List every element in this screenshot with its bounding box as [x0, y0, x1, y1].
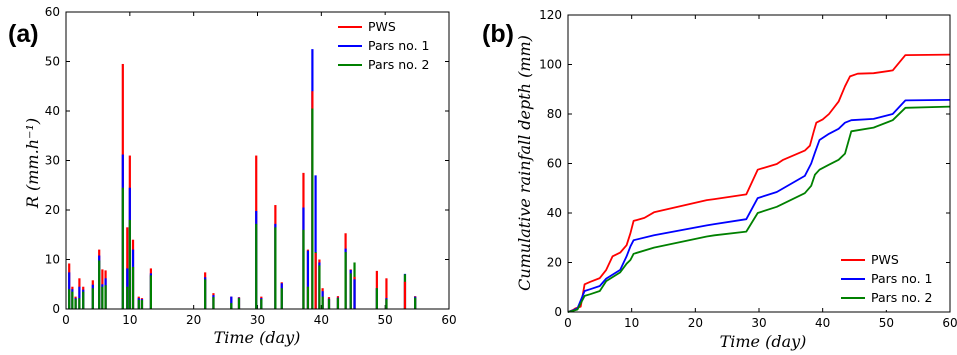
panel-a-ytick-label: 0 — [52, 302, 60, 316]
bar — [149, 275, 152, 309]
panel-b-legend-label: PWS — [871, 252, 899, 267]
bar — [74, 299, 77, 309]
panel-b-xtick-label: 50 — [879, 316, 894, 330]
panel-a-plot: 0 10 20 30 40 50 60 0 10 20 30 40 50 60 PWS Pars no. 1 P… — [45, 5, 457, 327]
panel-a-xtick-label: 30 — [250, 313, 265, 327]
panel-b-frame — [567, 14, 951, 313]
bar — [78, 298, 81, 309]
bar — [314, 253, 317, 309]
bar — [71, 291, 74, 309]
bar — [255, 223, 258, 309]
bar — [321, 296, 324, 309]
bar — [327, 299, 331, 309]
panel-a-xtick-label: 50 — [378, 313, 393, 327]
bar — [140, 300, 144, 309]
panel-b-ytick-label: 60 — [547, 157, 562, 171]
panel-a-xtick-label: 40 — [314, 313, 329, 327]
bar — [336, 298, 340, 309]
panel-a-ytick-label: 40 — [45, 104, 60, 118]
panel-a-xtick-label: 10 — [122, 313, 137, 327]
bar — [385, 299, 388, 309]
panel-b-xtick-label: 40 — [815, 316, 830, 330]
series-line — [567, 105, 951, 313]
panel-a-frame — [65, 11, 450, 310]
bar — [344, 252, 347, 309]
panel-a-xtick-label: 0 — [62, 313, 70, 327]
bar — [104, 285, 107, 309]
panel-a-xtick-label: 60 — [441, 313, 456, 327]
bar — [126, 286, 129, 309]
bar — [280, 288, 283, 309]
panel-a-label: (a) — [8, 20, 39, 48]
panel-b-xlabel: Time (day) — [720, 332, 807, 351]
panel-b-xtick-label: 30 — [751, 316, 766, 330]
panel-b-label: (b) — [482, 20, 514, 48]
panel-b-xtick-label: 0 — [564, 316, 572, 330]
bar — [101, 286, 104, 309]
bar — [212, 297, 215, 309]
bar — [237, 298, 241, 309]
panel-a-ytick-label: 10 — [45, 253, 60, 267]
bar — [260, 299, 263, 309]
panel-b-xtick-label: 10 — [624, 316, 639, 330]
panel-a-xtick-label: 20 — [186, 313, 201, 327]
bar — [121, 187, 124, 309]
bar — [314, 175, 317, 309]
panel-b-plot: 0 10 20 30 40 50 60 0 20 40 60 80 100 120 PWS Pars no. … — [539, 8, 957, 330]
bar — [137, 299, 140, 309]
panel-b-ytick-label: 120 — [539, 8, 562, 22]
series-line — [567, 53, 951, 313]
panel-b-ytick-label: 20 — [547, 256, 562, 270]
bar — [126, 227, 129, 309]
bar — [385, 278, 388, 309]
panel-b-legend-label: Pars no. 2 — [871, 290, 933, 305]
bar — [353, 279, 356, 309]
panel-b-legend-label: Pars no. 1 — [871, 271, 933, 286]
bar — [318, 265, 321, 309]
bar — [306, 286, 310, 309]
panel-a-ytick-label: 20 — [45, 203, 60, 217]
panel-b-ylabel: Cumulative rainfall depth (mm) — [515, 35, 534, 291]
panel-b-ytick-label: 100 — [539, 58, 562, 72]
bar — [375, 288, 378, 309]
bar — [230, 303, 233, 309]
bar — [98, 260, 101, 309]
panel-b-ytick-label: 0 — [554, 305, 562, 319]
bar — [131, 266, 135, 309]
series-line — [567, 99, 951, 313]
panel-a-ylabel: R (mm.h⁻¹) — [23, 118, 42, 209]
bar — [403, 281, 407, 309]
bar — [311, 108, 314, 310]
panel-a-legend-label: PWS — [368, 19, 396, 34]
panel-a-xlabel: Time (day) — [214, 328, 301, 347]
bar — [68, 289, 71, 309]
bar — [349, 273, 352, 309]
panel-a-legend-label: Pars no. 2 — [368, 57, 430, 72]
panel-b-ytick-label: 40 — [547, 206, 562, 220]
bar — [204, 279, 207, 309]
bar — [414, 297, 417, 309]
bar — [78, 286, 81, 309]
panel-a-legend-label: Pars no. 1 — [368, 38, 430, 53]
bar — [230, 296, 233, 309]
panel-b-ytick-label: 80 — [547, 107, 562, 121]
bar — [274, 227, 277, 309]
panel-a-ytick-label: 50 — [45, 55, 60, 69]
panel-b-xtick-label: 60 — [942, 316, 957, 330]
panel-a-ytick-label: 30 — [45, 154, 60, 168]
panel-a-ytick-label: 60 — [45, 5, 60, 19]
bar — [302, 229, 305, 309]
bar — [82, 291, 85, 309]
panel-b-xtick-label: 20 — [688, 316, 703, 330]
bar — [91, 288, 94, 309]
bar — [128, 219, 131, 309]
bar — [306, 250, 310, 309]
